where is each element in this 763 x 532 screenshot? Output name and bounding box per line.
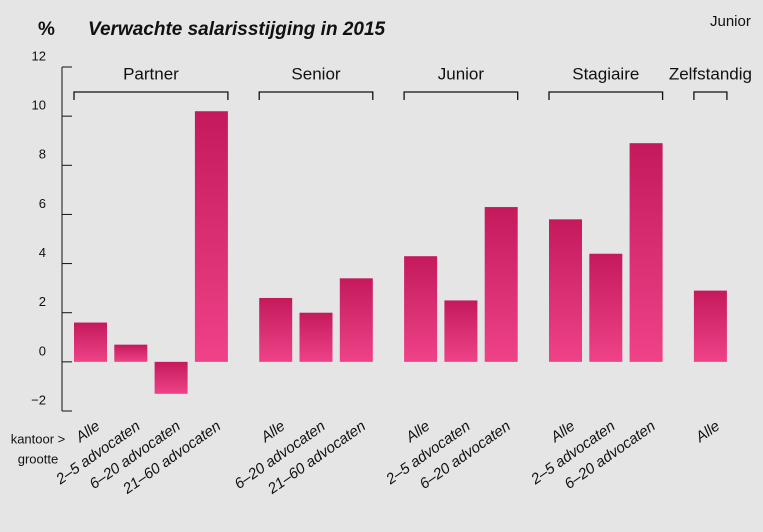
bar: [299, 312, 333, 362]
y-tick-label: 10: [32, 98, 46, 113]
y-tick-label: 6: [39, 196, 46, 211]
group-bracket: [548, 91, 664, 100]
x-axis-label: kantoor >: [11, 431, 66, 446]
bar: [194, 111, 228, 362]
annotation: Junior: [710, 13, 751, 30]
bar: [589, 253, 623, 362]
y-tick-label: 2: [39, 294, 46, 309]
group-label: Junior: [438, 64, 485, 83]
group-bracket: [258, 91, 374, 100]
y-tick-label: −2: [31, 392, 46, 407]
bar: [259, 297, 293, 362]
group-bracket: [403, 91, 519, 100]
group-bracket: [73, 91, 229, 100]
y-tick-label: 4: [39, 245, 46, 260]
y-tick-label: 8: [39, 147, 46, 162]
bar: [549, 219, 582, 362]
chart-title: Verwachte salarisstijging in 2015: [88, 19, 386, 40]
x-axis-label: grootte: [18, 451, 58, 466]
bar: [339, 278, 373, 362]
group-label: Senior: [291, 64, 340, 83]
group-label: Zelfstandig: [669, 64, 752, 83]
bar: [404, 256, 438, 362]
bar: [74, 322, 107, 362]
y-tick-label: 12: [32, 48, 46, 63]
bar: [484, 207, 518, 362]
group-bracket: [693, 91, 728, 100]
bar: [114, 344, 148, 362]
group-label: Partner: [123, 64, 179, 83]
bar: [154, 361, 188, 394]
group-label: Stagiaire: [572, 64, 639, 83]
bar: [693, 290, 727, 362]
y-tick-label: 0: [39, 343, 46, 358]
bar: [444, 300, 478, 362]
bar: [629, 143, 663, 362]
title-unit: %: [38, 19, 55, 40]
